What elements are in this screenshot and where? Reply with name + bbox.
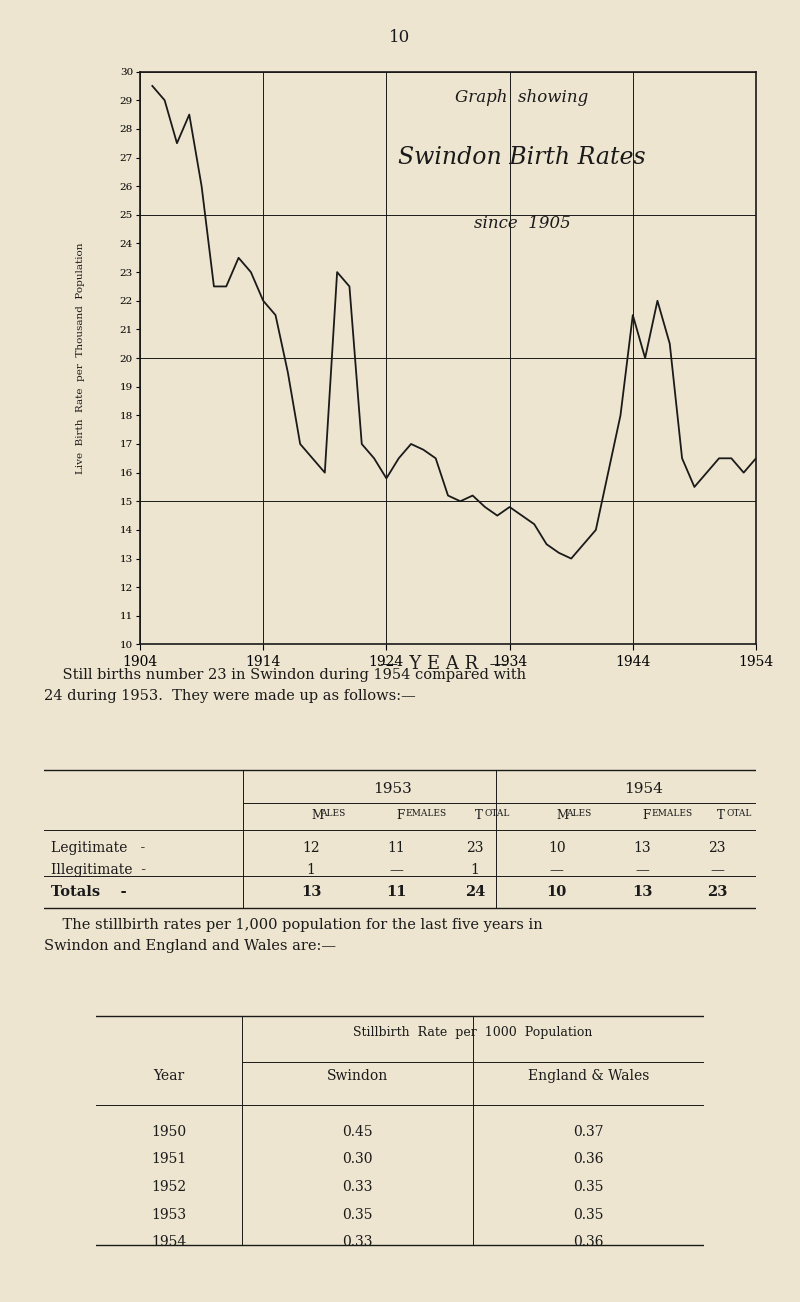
Text: 11: 11 [386, 885, 406, 900]
Text: 13: 13 [632, 885, 652, 900]
Text: 1953: 1953 [374, 781, 412, 796]
Text: 13: 13 [301, 885, 321, 900]
Text: 10: 10 [546, 885, 566, 900]
Text: OTAL: OTAL [726, 810, 751, 819]
Text: Year: Year [154, 1069, 185, 1083]
Text: 10: 10 [548, 841, 566, 855]
Text: Illegitimate  -: Illegitimate - [51, 863, 146, 878]
Text: 0.35: 0.35 [574, 1180, 604, 1194]
Text: 23: 23 [706, 885, 727, 900]
Text: 1954: 1954 [151, 1236, 186, 1250]
Text: 0.37: 0.37 [573, 1125, 604, 1139]
Text: F: F [642, 810, 650, 823]
Text: T: T [717, 810, 725, 823]
Text: 0.33: 0.33 [342, 1180, 373, 1194]
Text: The stillbirth rates per 1,000 population for the last five years in
Swindon and: The stillbirth rates per 1,000 populatio… [44, 918, 542, 953]
Text: 0.35: 0.35 [342, 1208, 373, 1221]
Text: Swindon Birth Rates: Swindon Birth Rates [398, 146, 646, 169]
Text: 23: 23 [466, 841, 483, 855]
Text: 0.30: 0.30 [342, 1152, 373, 1167]
Text: 0.35: 0.35 [574, 1208, 604, 1221]
Text: Stillbirth  Rate  per  1000  Population: Stillbirth Rate per 1000 Population [354, 1026, 593, 1039]
Text: —: — [635, 863, 649, 878]
Text: 13: 13 [634, 841, 651, 855]
Text: OTAL: OTAL [484, 810, 510, 819]
Text: 23: 23 [708, 841, 726, 855]
Text: 1: 1 [470, 863, 479, 878]
Y-axis label: Live  Birth  Rate  per  Thousand  Population: Live Birth Rate per Thousand Population [77, 242, 86, 474]
Text: 0.33: 0.33 [342, 1236, 373, 1250]
Text: since  1905: since 1905 [474, 215, 570, 232]
Text: 1954: 1954 [625, 781, 663, 796]
Text: 24: 24 [465, 885, 485, 900]
Text: 1951: 1951 [151, 1152, 186, 1167]
Text: T: T [474, 810, 482, 823]
Text: 0.36: 0.36 [574, 1152, 604, 1167]
Text: 1952: 1952 [151, 1180, 186, 1194]
Text: —: — [390, 863, 403, 878]
Text: ALES: ALES [320, 810, 346, 819]
Text: Legitimate   -: Legitimate - [51, 841, 146, 855]
Text: EMALES: EMALES [651, 810, 693, 819]
Text: Graph  showing: Graph showing [455, 89, 589, 105]
Text: F: F [397, 810, 405, 823]
Text: 1953: 1953 [151, 1208, 186, 1221]
Text: EMALES: EMALES [406, 810, 447, 819]
Text: M: M [311, 810, 323, 823]
Text: 1: 1 [306, 863, 315, 878]
Text: M: M [557, 810, 569, 823]
Text: 12: 12 [302, 841, 320, 855]
Text: 0.36: 0.36 [574, 1236, 604, 1250]
Text: Swindon: Swindon [327, 1069, 388, 1083]
Text: 11: 11 [387, 841, 406, 855]
Text: 0.45: 0.45 [342, 1125, 373, 1139]
Text: —  Y E A R  —: — Y E A R — [380, 655, 508, 673]
Text: 1950: 1950 [151, 1125, 186, 1139]
Text: 10: 10 [390, 29, 410, 46]
Text: —: — [710, 863, 724, 878]
Text: ALES: ALES [566, 810, 591, 819]
Text: Still births number 23 in Swindon during 1954 compared with
24 during 1953.  The: Still births number 23 in Swindon during… [44, 668, 526, 703]
Text: England & Wales: England & Wales [528, 1069, 649, 1083]
Text: Totals    -: Totals - [51, 885, 126, 900]
Text: —: — [550, 863, 563, 878]
